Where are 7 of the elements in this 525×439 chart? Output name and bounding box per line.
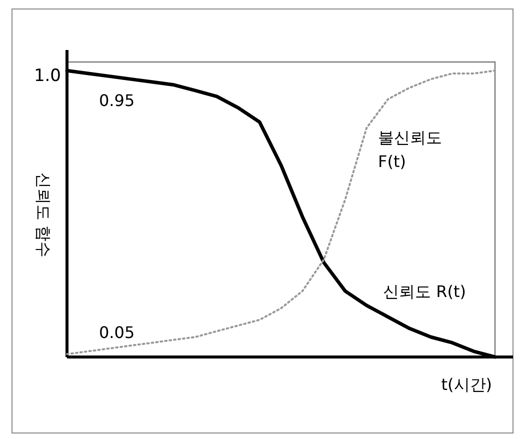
series-label: 불신뢰도 F(t) bbox=[378, 128, 442, 171]
x-axis-title: t(시간) bbox=[441, 375, 492, 394]
y-axis-title: 신뢰도 함수 bbox=[34, 172, 53, 258]
text: 1.0 bbox=[34, 66, 61, 86]
series-label: 신뢰도 R(t) bbox=[383, 282, 466, 301]
annotation: 0.95 bbox=[99, 91, 135, 110]
annotation: 0.05 bbox=[99, 323, 135, 342]
